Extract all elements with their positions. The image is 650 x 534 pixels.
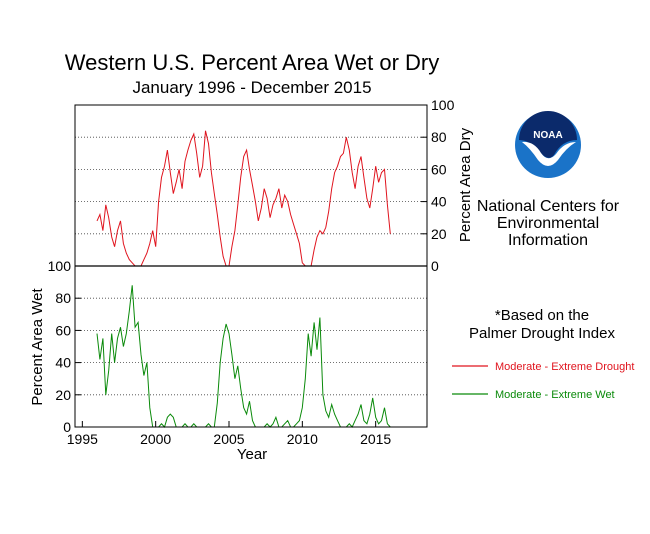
wet-y-tick-label: 100 bbox=[48, 258, 72, 274]
dry-y-tick-label: 0 bbox=[431, 258, 439, 274]
wet-series-line bbox=[96, 285, 391, 428]
wet-y-tick-label: 80 bbox=[55, 290, 71, 306]
dry-y-axis-ticks: 0 20 40 60 80 100 bbox=[421, 97, 455, 274]
dry-y-tick-label: 100 bbox=[431, 97, 455, 113]
noaa-logo-bird bbox=[522, 141, 576, 166]
dry-series-line bbox=[96, 130, 391, 267]
note-line-1: *Based on the bbox=[495, 307, 589, 324]
org-name-line-3: Information bbox=[508, 232, 588, 249]
wet-y-tick-label: 0 bbox=[63, 419, 71, 435]
x-tick-label: 2000 bbox=[140, 431, 171, 447]
dry-y-tick-label: 80 bbox=[431, 129, 447, 145]
wet-y-tick-label: 20 bbox=[55, 387, 71, 403]
dry-y-tick-label: 20 bbox=[431, 226, 447, 242]
wet-y-tick-label: 60 bbox=[55, 322, 71, 338]
noaa-logo-text: NOAA bbox=[533, 130, 562, 141]
legend-wet-label: Moderate - Extreme Wet bbox=[495, 389, 615, 401]
note-line-2: Palmer Drought Index bbox=[469, 325, 615, 342]
dry-y-tick-label: 60 bbox=[431, 161, 447, 177]
wet-panel: 0 20 40 60 80 100 Percent Area Wet bbox=[29, 258, 427, 435]
noaa-logo-top-half bbox=[519, 111, 577, 158]
x-tick-label: 1995 bbox=[67, 431, 98, 447]
x-tick-label: 2015 bbox=[360, 431, 391, 447]
org-name-line-2: Environmental bbox=[497, 215, 599, 232]
wet-y-tick-label: 40 bbox=[55, 355, 71, 371]
chart-title: Western U.S. Percent Area Wet or Dry bbox=[65, 50, 440, 75]
wet-y-axis-ticks: 0 20 40 60 80 100 bbox=[48, 258, 81, 435]
dry-y-tick-label: 40 bbox=[431, 194, 447, 210]
org-name-line-1: National Centers for bbox=[477, 198, 620, 215]
x-tick-label: 2005 bbox=[213, 431, 244, 447]
wet-axis-label: Percent Area Wet bbox=[29, 288, 46, 406]
dry-panel: 0 20 40 60 80 100 Percent Area Dry bbox=[75, 97, 474, 274]
dry-axis-label: Percent Area Dry bbox=[457, 127, 474, 242]
wet-gridlines bbox=[75, 297, 427, 396]
x-axis-ticks: 1995 2000 2005 2010 2015 bbox=[67, 421, 391, 447]
legend-dry-label: Moderate - Extreme Drought bbox=[495, 361, 634, 373]
dry-gridlines bbox=[75, 136, 427, 235]
legend: Moderate - Extreme Drought Moderate - Ex… bbox=[452, 361, 634, 401]
x-tick-label: 2010 bbox=[287, 431, 318, 447]
noaa-logo: NOAA bbox=[515, 111, 581, 178]
x-axis-label: Year bbox=[237, 446, 267, 463]
chart-subtitle: January 1996 - December 2015 bbox=[132, 78, 371, 97]
